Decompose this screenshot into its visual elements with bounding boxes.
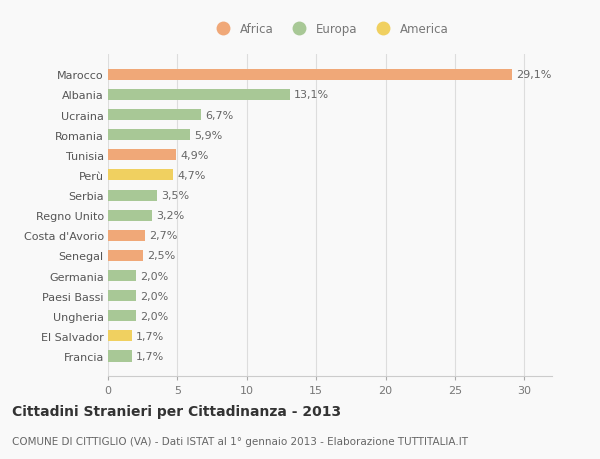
Text: 3,5%: 3,5% [161, 190, 189, 201]
Bar [108, 70, 512, 81]
Bar [108, 250, 143, 262]
Bar [108, 210, 152, 221]
Bar [108, 170, 173, 181]
Bar [108, 351, 131, 362]
Text: 3,2%: 3,2% [157, 211, 185, 221]
Text: 29,1%: 29,1% [516, 70, 551, 80]
Bar [108, 150, 176, 161]
Text: Cittadini Stranieri per Cittadinanza - 2013: Cittadini Stranieri per Cittadinanza - 2… [12, 404, 341, 418]
Text: 6,7%: 6,7% [205, 110, 233, 120]
Text: 1,7%: 1,7% [136, 331, 164, 341]
Legend: Africa, Europa, America: Africa, Europa, America [208, 19, 452, 39]
Bar [108, 230, 145, 241]
Text: 1,7%: 1,7% [136, 351, 164, 361]
Text: 2,0%: 2,0% [140, 271, 168, 281]
Text: 2,0%: 2,0% [140, 311, 168, 321]
Text: 2,0%: 2,0% [140, 291, 168, 301]
Bar [108, 110, 201, 121]
Text: 2,5%: 2,5% [147, 251, 175, 261]
Text: 13,1%: 13,1% [294, 90, 329, 100]
Bar [108, 291, 136, 302]
Bar [108, 311, 136, 322]
Text: 4,7%: 4,7% [178, 171, 206, 180]
Bar [108, 90, 290, 101]
Text: 5,9%: 5,9% [194, 130, 222, 140]
Text: COMUNE DI CITTIGLIO (VA) - Dati ISTAT al 1° gennaio 2013 - Elaborazione TUTTITAL: COMUNE DI CITTIGLIO (VA) - Dati ISTAT al… [12, 436, 468, 446]
Bar [108, 330, 131, 341]
Text: 2,7%: 2,7% [149, 231, 178, 241]
Bar [108, 270, 136, 281]
Bar [108, 190, 157, 201]
Text: 4,9%: 4,9% [180, 151, 209, 161]
Bar [108, 130, 190, 141]
